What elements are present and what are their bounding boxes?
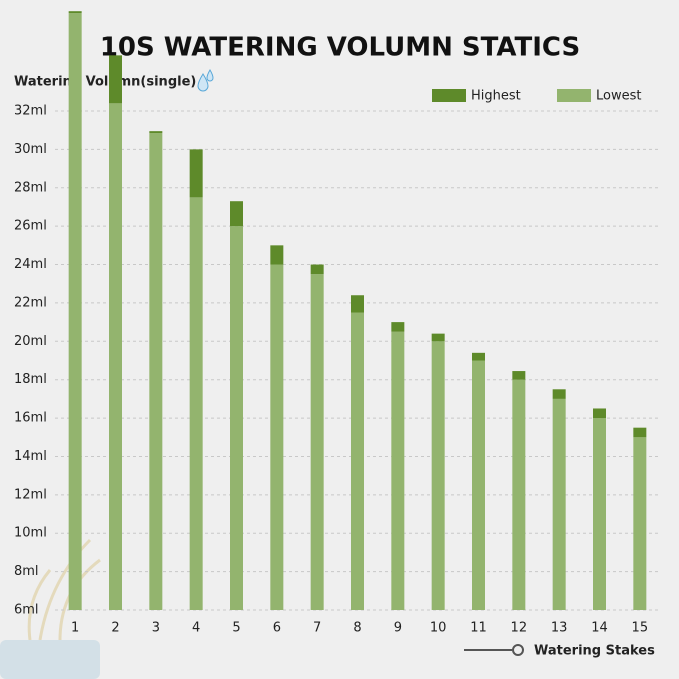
y-tick-label: 20ml: [14, 334, 47, 349]
bar-segment: [633, 437, 647, 610]
y-tick-label: 22ml: [14, 295, 47, 310]
chart-title: 10S WATERING VOLUMN STATICS: [100, 33, 580, 63]
y-tick-label: 26ml: [14, 219, 47, 234]
bar-segment: [431, 333, 445, 342]
x-tick-label: 9: [394, 621, 402, 636]
legend-swatch: [557, 89, 591, 102]
y-tick-label: 14ml: [14, 449, 47, 464]
plant-decoration: [0, 538, 101, 679]
bar-segment: [593, 408, 606, 419]
bar-segment: [512, 371, 526, 380]
bar-segment: [68, 13, 82, 611]
y-tick-label: 24ml: [14, 257, 47, 272]
bar-segment: [270, 264, 284, 610]
bar-segment: [472, 352, 485, 361]
y-tick-label: 10ml: [14, 526, 47, 541]
legend-swatch: [432, 89, 466, 102]
bar-segment: [230, 226, 243, 610]
x-axis-title: Watering Stakes: [534, 644, 655, 659]
bar-segment: [552, 389, 566, 399]
legend-label: Lowest: [596, 89, 641, 104]
bar-segment: [351, 295, 364, 313]
bar-segment: [391, 322, 405, 332]
bar-segment: [149, 133, 163, 610]
x-tick-label: 4: [192, 621, 200, 636]
x-tick-label: 7: [313, 621, 321, 636]
x-tick-label: 3: [152, 621, 160, 636]
bar-segment: [391, 331, 405, 610]
bar-segment: [189, 149, 203, 198]
bar-segment: [431, 341, 445, 610]
bar-segment: [351, 312, 364, 610]
legend-label: Highest: [471, 89, 521, 104]
x-tick-label: 14: [591, 621, 608, 636]
bar-segment: [633, 427, 647, 438]
y-tick-label: 16ml: [14, 411, 47, 426]
y-tick-label: 32ml: [14, 104, 47, 119]
y-tick-label: 12ml: [14, 487, 47, 502]
bar-segment: [593, 418, 606, 610]
x-tick-label: 6: [273, 621, 281, 636]
stake-icon: [464, 644, 524, 656]
bar-segment: [472, 360, 485, 610]
x-tick-label: 10: [430, 621, 447, 636]
bar-segment: [512, 379, 526, 610]
bar-segment: [109, 103, 122, 611]
bar-segment: [310, 274, 324, 610]
x-tick-label: 12: [511, 621, 528, 636]
y-tick-label: 18ml: [14, 372, 47, 387]
bar-segment: [552, 398, 566, 610]
y-tick-label: 30ml: [14, 142, 47, 157]
x-tick-label: 11: [470, 621, 487, 636]
y-tick-label: 6ml: [14, 603, 39, 618]
droplet-icon: [197, 69, 214, 92]
bar-segment: [270, 245, 284, 265]
y-tick-label: 8ml: [14, 564, 39, 579]
x-tick-label: 2: [111, 621, 119, 636]
y-tick-label: 28ml: [14, 180, 47, 195]
y-axis-title: Watering Volumn(single): [14, 75, 196, 90]
bar-segment: [109, 55, 122, 104]
bar-segment: [310, 264, 324, 275]
x-tick-label: 8: [353, 621, 361, 636]
x-tick-label: 13: [551, 621, 568, 636]
bar-segment: [189, 197, 203, 610]
x-tick-label: 5: [232, 621, 240, 636]
bar-segment: [149, 131, 163, 134]
bar-segment: [68, 11, 82, 14]
x-tick-label: 1: [71, 621, 79, 636]
bar-segment: [230, 201, 243, 227]
x-tick-label: 15: [632, 621, 649, 636]
